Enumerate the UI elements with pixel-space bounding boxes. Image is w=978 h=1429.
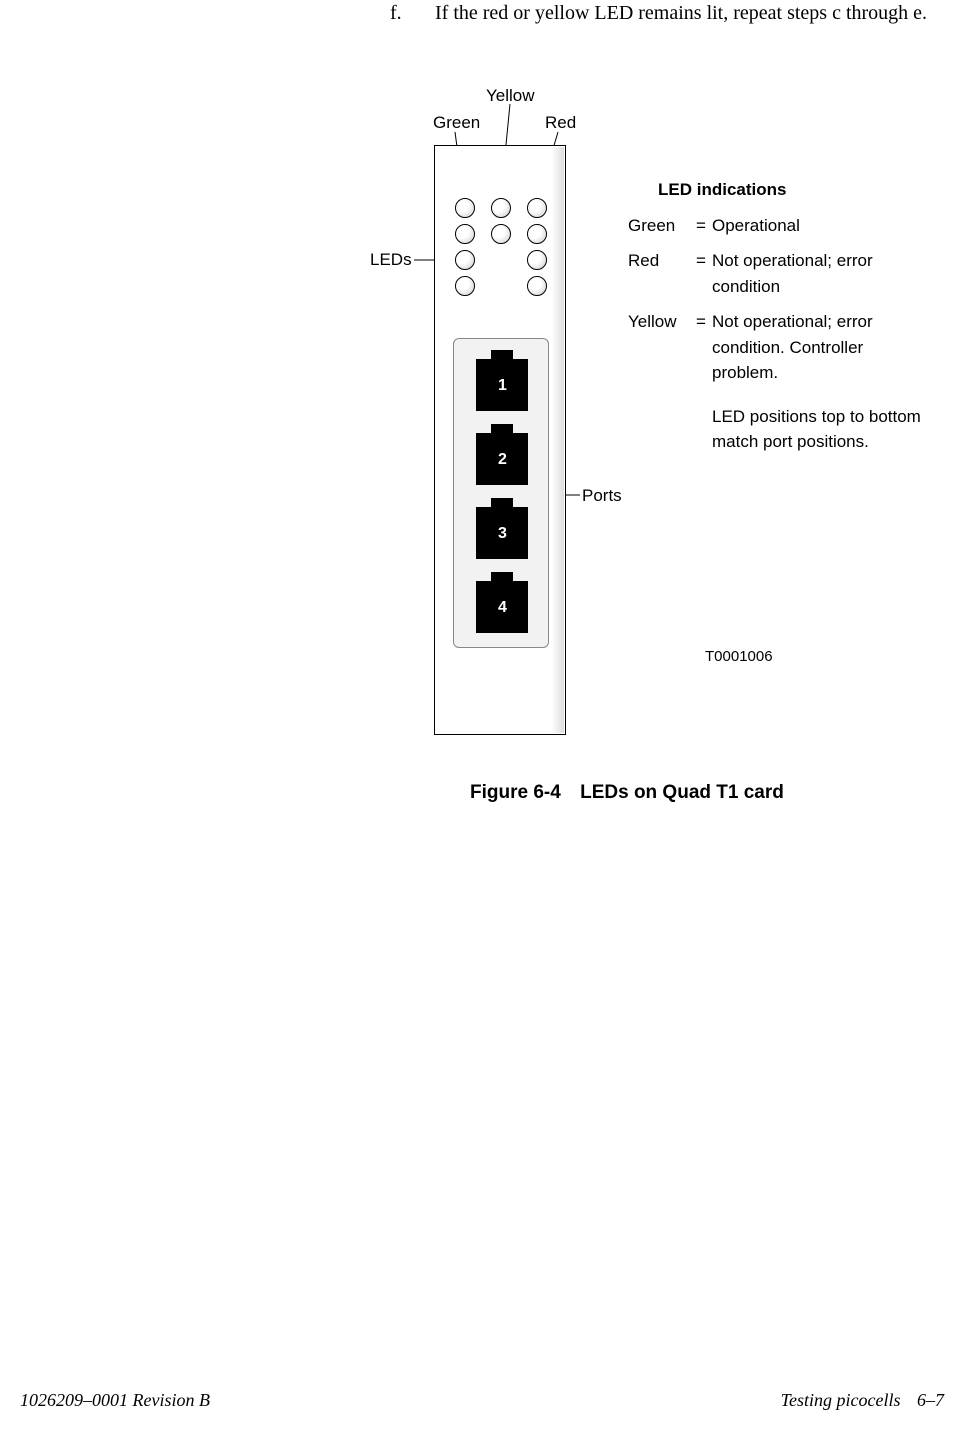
indication-eq: = [696, 309, 712, 386]
led-empty [491, 250, 511, 270]
footer-right: Testing picocells 6–7 [781, 1390, 944, 1411]
label-ports: Ports [582, 486, 622, 506]
figure-caption: Figure 6-4 LEDs on Quad T1 card [470, 782, 784, 804]
footer-page: 6–7 [917, 1390, 944, 1410]
indication-desc: Operational [712, 213, 928, 239]
led-icon [527, 250, 547, 270]
led-row [455, 198, 547, 218]
label-red: Red [545, 113, 576, 133]
port-notch [491, 498, 513, 508]
led-icon [527, 224, 547, 244]
label-yellow: Yellow [486, 86, 535, 106]
led-icon [455, 276, 475, 296]
step-row: f. If the red or yellow LED remains lit,… [390, 0, 935, 26]
indication-desc: Not operational; error condition. Contro… [712, 309, 928, 386]
ports-panel: 1 2 3 4 [453, 338, 549, 648]
indication-desc: Not operational; error condition [712, 248, 928, 299]
figure-number: Figure 6-4 [470, 782, 561, 804]
step-letter: f. [390, 0, 435, 26]
indication-color: Green [628, 213, 696, 239]
led-grid [455, 198, 547, 302]
indication-note: LED positions top to bottom match port p… [712, 404, 928, 455]
label-ref: T0001006 [705, 648, 773, 665]
led-icon [455, 224, 475, 244]
indication-row: Green = Operational [628, 213, 928, 239]
indication-eq: = [696, 213, 712, 239]
footer-section: Testing picocells [781, 1390, 901, 1410]
led-row [455, 224, 547, 244]
indication-color: Yellow [628, 309, 696, 386]
led-icon [527, 276, 547, 296]
card-outline: 1 2 3 4 [434, 145, 566, 735]
step-text: If the red or yellow LED remains lit, re… [435, 0, 935, 26]
led-icon [491, 224, 511, 244]
indication-row: Red = Not operational; error condition [628, 248, 928, 299]
port-number: 2 [498, 451, 507, 469]
page: f. If the red or yellow LED remains lit,… [0, 0, 978, 1429]
led-empty [491, 276, 511, 296]
led-icon [491, 198, 511, 218]
footer-left: 1026209–0001 Revision B [20, 1390, 210, 1411]
led-icon [455, 250, 475, 270]
port: 3 [476, 507, 528, 559]
diagram: Yellow Green Red LEDs Ports T0001006 [370, 82, 940, 752]
led-indications: LED indications Green = Operational Red … [628, 177, 928, 455]
port-notch [491, 424, 513, 434]
port: 4 [476, 581, 528, 633]
indication-color: Red [628, 248, 696, 299]
port-notch [491, 350, 513, 360]
label-leds: LEDs [370, 250, 412, 270]
led-row [455, 276, 547, 296]
port-number: 1 [498, 377, 507, 395]
port: 2 [476, 433, 528, 485]
led-row [455, 250, 547, 270]
port-notch [491, 572, 513, 582]
indications-title: LED indications [658, 177, 928, 203]
figure-title: LEDs on Quad T1 card [580, 782, 784, 803]
indication-row: Yellow = Not operational; error conditio… [628, 309, 928, 386]
indication-eq: = [696, 248, 712, 299]
label-green: Green [433, 113, 480, 133]
port: 1 [476, 359, 528, 411]
led-icon [527, 198, 547, 218]
led-icon [455, 198, 475, 218]
port-number: 3 [498, 525, 507, 543]
port-number: 4 [498, 599, 507, 617]
